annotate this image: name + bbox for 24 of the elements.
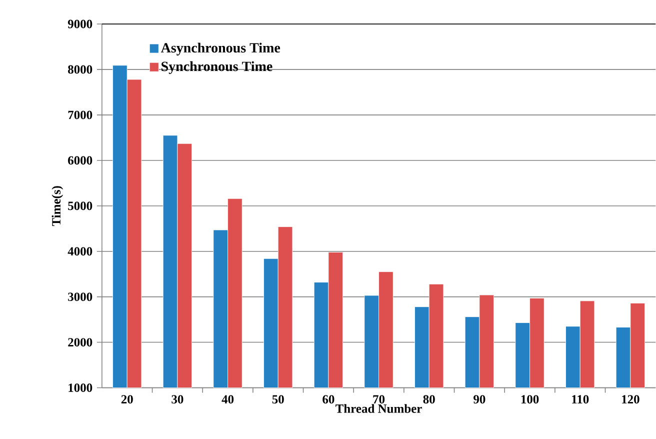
x-tick-label: 120 — [622, 395, 640, 404]
y-axis-title: Time(s) — [52, 186, 64, 226]
x-tick-label: 20 — [121, 395, 133, 404]
y-tick-label: 5000 — [68, 202, 92, 210]
y-tick-label: 1000 — [68, 384, 92, 392]
legend-label: Synchronous Time — [162, 61, 272, 74]
y-tick-label: 3000 — [68, 292, 92, 302]
x-tick-label: 100 — [521, 395, 539, 404]
x-axis-title: Thread Number — [336, 404, 422, 414]
x-tick-label: 80 — [423, 395, 435, 404]
y-tick-label: 8000 — [68, 65, 92, 74]
y-tick-label: 4000 — [68, 247, 92, 256]
x-tick-label: 70 — [373, 395, 385, 404]
x-tick-label: 90 — [474, 395, 486, 404]
x-tick-label: 40 — [222, 395, 234, 404]
y-tick-label: 6000 — [68, 156, 92, 165]
y-tick-label: 2000 — [68, 338, 92, 347]
x-tick-label: 110 — [572, 395, 589, 404]
y-tick-label: 9000 — [68, 20, 92, 28]
x-tick-label: 60 — [322, 395, 334, 404]
x-tick-label: 50 — [272, 395, 284, 404]
legend-label: Asynchronous Time — [160, 42, 280, 56]
y-tick-label: 7000 — [68, 110, 92, 120]
x-tick-label: 30 — [172, 395, 184, 404]
